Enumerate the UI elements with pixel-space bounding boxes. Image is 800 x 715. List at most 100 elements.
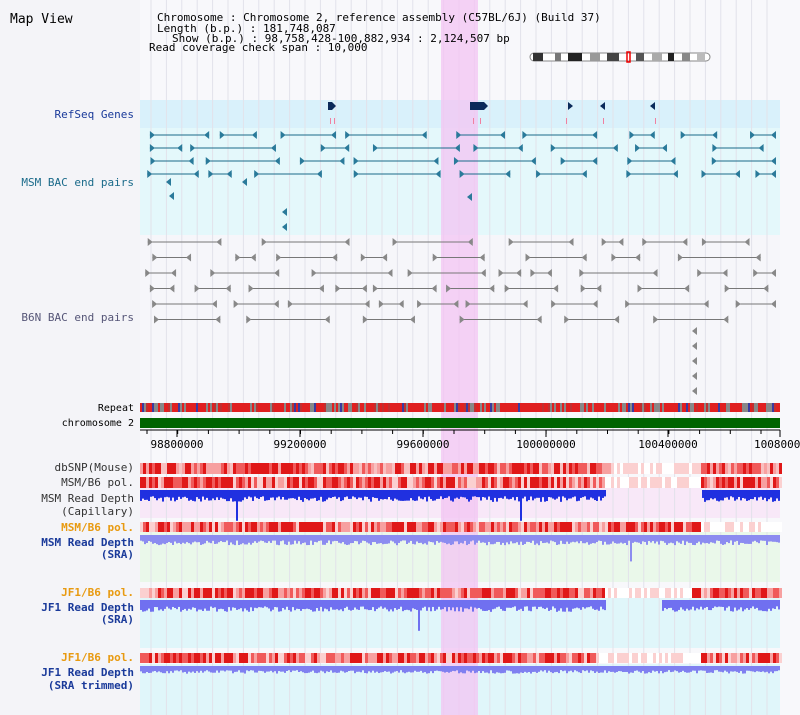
- heat-cell: [527, 477, 530, 488]
- depth-bar: [146, 490, 148, 500]
- bac-end-marker: [204, 131, 210, 139]
- depth-bar: [490, 535, 492, 545]
- depth-bar: [172, 535, 174, 545]
- depth-bar: [616, 666, 618, 672]
- heat-cell: [152, 477, 155, 488]
- depth-bar: [170, 490, 172, 501]
- repeat-segment: [670, 403, 672, 412]
- depth-bar: [140, 666, 142, 672]
- heat-cell: [170, 522, 173, 532]
- bac-end-marker: [677, 253, 683, 262]
- refseq-gene-feature[interactable]: [328, 102, 336, 110]
- depth-bar: [528, 666, 530, 673]
- heat-cell: [452, 463, 455, 474]
- depth-bar: [470, 535, 472, 542]
- heat-cell: [395, 588, 398, 598]
- depth-bar: [384, 600, 386, 608]
- heat-cell: [311, 522, 314, 532]
- depth-bar: [498, 535, 500, 542]
- repeat-segment: [644, 403, 646, 412]
- heat-cell: [647, 522, 650, 532]
- depth-bar: [384, 666, 386, 672]
- depth-bar: [234, 535, 236, 546]
- refseq-gene-feature[interactable]: [568, 102, 573, 110]
- bac-end-marker: [398, 300, 404, 308]
- repeat-segment: [256, 403, 258, 412]
- depth-bar: [376, 666, 378, 672]
- heat-cell: [188, 653, 191, 663]
- depth-bar: [752, 535, 754, 542]
- msm-b6-pol-heat-track[interactable]: [140, 477, 782, 488]
- depth-bar: [308, 600, 310, 610]
- depth-bar: [510, 600, 512, 608]
- heat-cell: [719, 463, 722, 474]
- depth-bar: [720, 535, 722, 544]
- depth-bar: [430, 535, 432, 542]
- repeat-segment: [298, 403, 300, 412]
- repeat-track[interactable]: [140, 403, 780, 412]
- refseq-gene-feature[interactable]: [470, 102, 484, 110]
- bac-end-marker: [344, 238, 350, 246]
- depth-bar: [320, 490, 322, 497]
- msm-b6-pol-heat-track-2[interactable]: [140, 522, 782, 532]
- repeat-segment: [356, 403, 358, 412]
- heat-cell: [287, 522, 290, 532]
- depth-bar: [740, 490, 742, 501]
- depth-bar: [516, 666, 518, 674]
- heat-cell: [161, 653, 164, 663]
- depth-bar: [534, 490, 536, 499]
- bac-end-marker: [459, 170, 465, 178]
- depth-bar: [514, 535, 516, 544]
- msm-read-depth-capillary-track[interactable]: [140, 490, 780, 521]
- depth-bar: [720, 600, 722, 607]
- refseq-gene-feature[interactable]: [484, 102, 488, 110]
- heat-cell: [665, 477, 668, 488]
- dbsnp-heat-track[interactable]: [140, 463, 782, 474]
- bac-end-marker: [407, 269, 413, 277]
- depth-bar: [764, 666, 766, 673]
- msm-bac-end-pairs-track[interactable]: [147, 131, 776, 231]
- refseq-genes-track[interactable]: [328, 102, 656, 124]
- depth-bar: [478, 535, 480, 541]
- heat-cell: [401, 463, 404, 474]
- heat-cell: [713, 477, 716, 488]
- heat-cell: [446, 463, 449, 474]
- depth-bar: [520, 490, 522, 521]
- depth-bar: [400, 535, 402, 542]
- jf1-read-depth-sra-track[interactable]: [140, 600, 780, 631]
- heat-cell: [728, 588, 731, 598]
- heat-cell: [299, 653, 302, 663]
- repeat-segment: [348, 403, 350, 412]
- heat-cell: [602, 588, 605, 598]
- heat-cell: [647, 477, 650, 488]
- chromosome-ideogram[interactable]: [529, 51, 711, 63]
- heat-cell: [578, 463, 581, 474]
- jf1-b6-pol-heat-track-2[interactable]: [140, 653, 782, 663]
- heat-cell: [743, 477, 746, 488]
- heat-cell: [356, 522, 359, 532]
- bac-end-marker: [149, 131, 155, 139]
- b6n-bac-end-pairs-track[interactable]: [145, 238, 776, 395]
- heat-cell: [329, 522, 332, 532]
- refseq-gene-feature[interactable]: [650, 102, 655, 110]
- heat-cell: [773, 653, 776, 663]
- repeat-segment: [702, 403, 704, 412]
- depth-bar: [282, 666, 284, 672]
- heat-cell: [320, 477, 323, 488]
- jf1-b6-pol-heat-track[interactable]: [140, 588, 782, 598]
- heat-cell: [536, 522, 539, 532]
- chromosome-bar[interactable]: [140, 418, 780, 428]
- msm-read-depth-sra-track[interactable]: [140, 535, 780, 562]
- heat-cell: [185, 477, 188, 488]
- depth-bar: [612, 535, 614, 542]
- depth-bar: [556, 600, 558, 612]
- heat-cell: [767, 463, 770, 474]
- depth-bar: [446, 535, 448, 545]
- depth-bar: [476, 490, 478, 498]
- depth-bar: [208, 535, 210, 543]
- depth-bar: [530, 600, 532, 612]
- refseq-gene-feature[interactable]: [600, 102, 605, 110]
- jf1-read-depth-trimmed-track[interactable]: [140, 666, 780, 674]
- heat-cell: [506, 653, 509, 663]
